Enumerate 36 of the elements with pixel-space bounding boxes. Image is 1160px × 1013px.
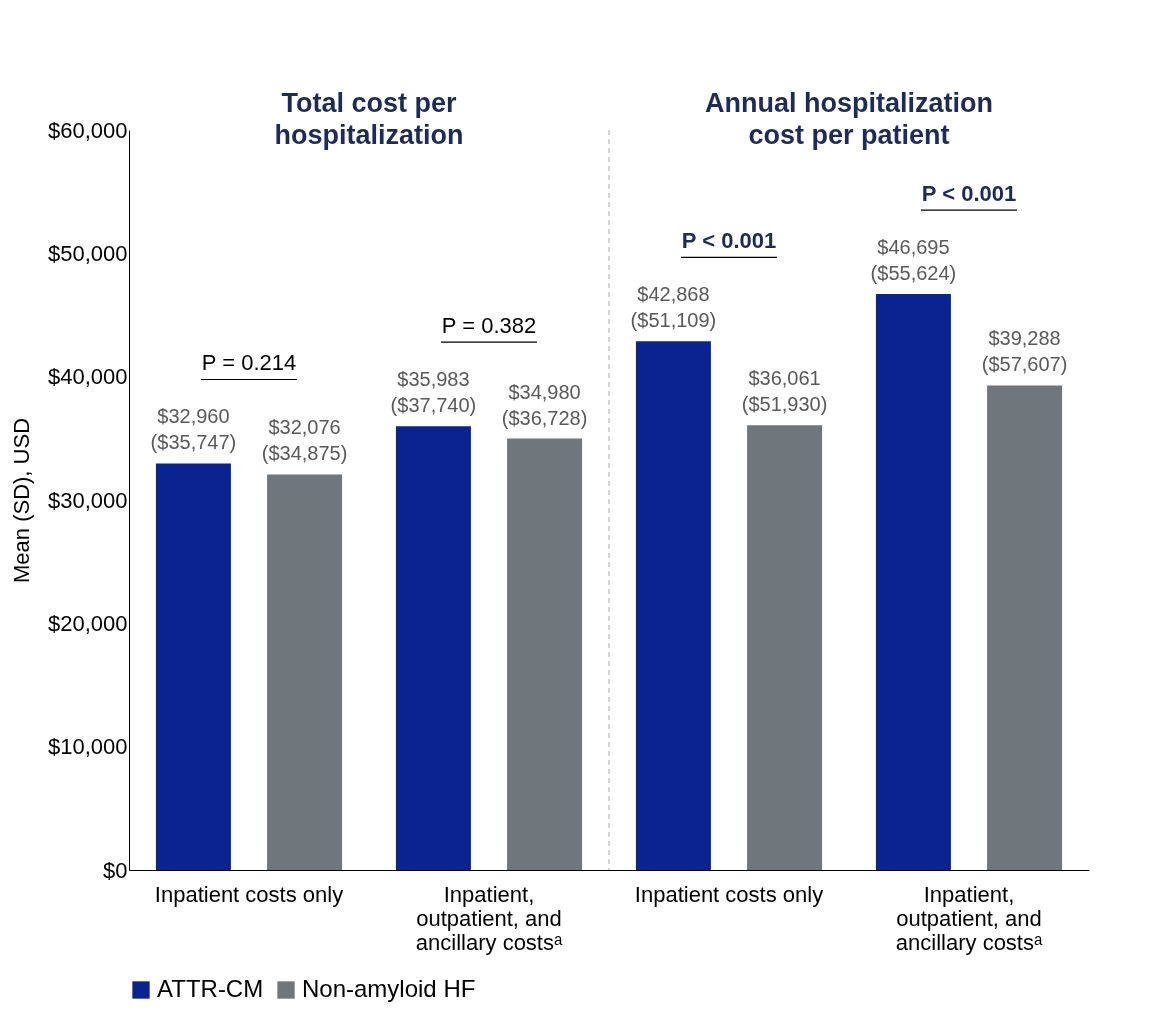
x-tick-label: Inpatient costs only [634, 881, 824, 907]
bar [635, 341, 711, 870]
bar [267, 474, 343, 870]
y-tick-label: $60,000 [47, 117, 128, 143]
annotation: P < 0.001 [921, 181, 1017, 207]
legend-label: Non-amyloid HF [302, 975, 476, 1002]
y-tick-label: $0 [103, 857, 128, 883]
data-label: $39,288 ($57,607) [981, 327, 1068, 376]
y-tick-label: $30,000 [47, 487, 128, 513]
y-tick-label: $20,000 [47, 610, 128, 636]
bar [155, 463, 231, 870]
data-label: $42,868 ($51,109) [630, 283, 717, 332]
x-tick-label: Inpatient, outpatient, and ancillary costsᵃ [415, 881, 563, 955]
data-label: $46,695 ($55,624) [870, 236, 957, 285]
y-tick-label: $50,000 [47, 240, 128, 266]
y-tick-label: $10,000 [47, 734, 128, 760]
y-axis-title: Mean (SD), USD [8, 417, 34, 584]
x-tick-label: Inpatient costs only [154, 881, 344, 907]
bar [395, 426, 471, 870]
data-label: $32,960 ($35,747) [150, 405, 237, 454]
annotation: P = 0.382 [441, 313, 537, 339]
data-label: $35,983 ($37,740) [390, 368, 477, 417]
annotation: P = 0.214 [201, 350, 297, 376]
data-label: $34,980 ($36,728) [501, 380, 588, 429]
bar [875, 294, 951, 870]
bar [507, 438, 583, 870]
bar [987, 385, 1063, 870]
legend-label: ATTR-CM [157, 975, 264, 1002]
data-label: $36,061 ($51,930) [741, 367, 828, 416]
x-tick-label: Inpatient, outpatient, and ancillary costsᵃ [895, 881, 1043, 955]
y-tick-label: $40,000 [47, 364, 128, 390]
annotation: Annual hospitalization cost per patient [705, 88, 993, 150]
data-label: $32,076 ($34,875) [261, 416, 348, 465]
annotation: P < 0.001 [681, 228, 777, 254]
bar [747, 425, 823, 870]
annotation: Total cost per hospitalization [274, 88, 464, 150]
